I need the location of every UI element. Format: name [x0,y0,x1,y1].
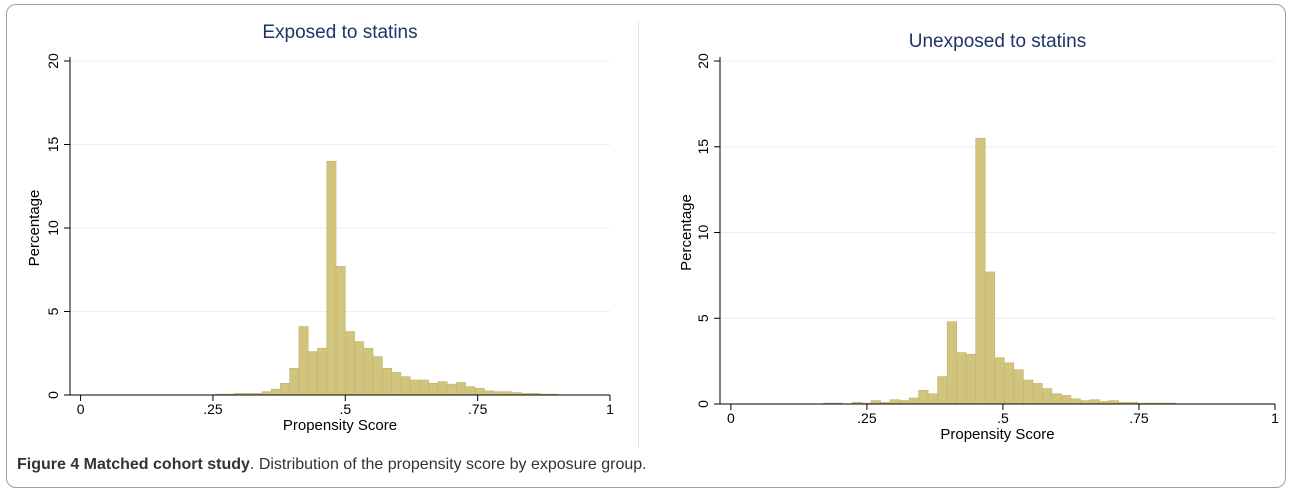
chart1-y-tick-label: 5 [695,314,711,322]
panel-exposed: 0 5 10 15 20 0 .25 .5 .75 1 Exposed to statins Prop… [10,14,630,454]
chart1-bar [994,357,1005,405]
chart1-bar [937,376,948,405]
chart1-x-tick-label: 0 [727,410,735,426]
chart0-bar [289,367,300,396]
chart1-bar [1032,383,1043,405]
chart1-bar [1042,388,1053,405]
chart0-bar [428,383,439,396]
chart0-bar [456,382,467,396]
chart0-x-tick-label: 0 [77,401,85,417]
chart0-bar [446,383,457,396]
chart1-bar [1070,398,1081,405]
chart1-bar [1013,369,1024,405]
chart0-bar [493,391,504,396]
chart1-y-axis-label: Percentage [678,194,695,271]
chart0-x-tick-label: .75 [468,401,488,417]
chart-exposed: 0 5 10 15 20 0 .25 .5 .75 1 Exposed to statins Prop… [26,22,614,434]
chart1-bar [1089,399,1100,405]
chart0-x-axis-label: Propensity Score [283,417,397,434]
chart1-bar [918,389,929,405]
chart0-bar [280,383,291,396]
chart1-x-tick-label: 1 [1271,410,1279,426]
chart0-y-tick-label: 5 [45,307,61,315]
chart1-title: Unexposed to statins [909,31,1086,52]
chart0-bar [382,367,392,396]
chart1-bar [1004,362,1015,405]
chart0-bar [317,347,328,396]
chart0-title: Exposed to statins [262,22,417,43]
chart1-y-tick-label: 20 [695,53,711,69]
caption-label: Figure 4 Matched cohort study [17,456,250,473]
chart0-bar [363,347,374,396]
chart1-bar [975,137,986,405]
chart0-bar [502,391,513,396]
chart0-bar [474,388,485,396]
chart0-bar [344,331,355,396]
chart1-bar [899,400,910,405]
chart0-bar [335,266,346,396]
panel-divider [638,22,639,448]
chart1-bar [965,353,977,405]
chart1-y-tick-label: 0 [695,400,711,408]
chart0-x-tick-label: 1 [606,401,614,417]
chart0-bar [465,386,476,396]
figure-frame [6,4,1286,488]
chart0-x-tick-label: .5 [339,401,351,417]
chart0-y-tick-label: 0 [45,391,61,399]
chart0-bar [437,381,448,396]
chart0-bar [372,356,383,396]
chart0-bar [270,388,281,396]
chart0-x-tick-label: .25 [203,401,223,417]
chart0-y-tick-label: 20 [45,53,61,69]
chart-unexposed: 0 5 10 15 20 0 .25 .5 .75 1 Unexposed to statins Pr… [678,31,1279,443]
chart1-bar [1080,400,1091,405]
chart1-bar [889,399,900,405]
figure-caption: Figure 4 Matched cohort study. Distribut… [17,456,647,474]
chart0-y-tick-label: 10 [45,220,61,236]
chart0-bar [261,391,272,396]
chart1-bar [984,271,996,405]
chart0-bar [391,372,402,396]
chart1-y-tick-label: 15 [695,139,711,155]
chart1-bar [927,393,938,405]
chart0-bar [483,390,494,396]
chart0-bar [400,376,411,396]
chart1-x-tick-label: .75 [1129,410,1149,426]
chart1-bar [956,352,967,405]
chart1-x-tick-label: .25 [857,410,877,426]
chart1-bar [1023,379,1034,405]
caption-text: . Distribution of the propensity score b… [249,456,647,473]
panel-unexposed: 0 5 10 15 20 0 .25 .5 .75 1 Unexposed to statins Pr… [663,14,1283,454]
chart1-bar [946,321,957,405]
chart1-bar [908,397,919,405]
chart0-bar [419,379,429,396]
chart1-y-tick-label: 10 [695,225,711,241]
chart1-bar [1061,395,1072,405]
chart1-x-axis-label: Propensity Score [940,426,1054,443]
chart1-bar [1051,393,1062,405]
chart1-x-tick-label: .5 [997,410,1009,426]
chart0-bar [298,326,309,396]
chart0-bar [307,351,318,396]
chart0-y-tick-label: 15 [45,137,61,153]
chart0-bar [409,379,420,396]
chart1-bar [1108,400,1119,405]
chart0-bar [326,160,337,396]
chart0-y-axis-label: Percentage [26,190,43,267]
chart1-bar [870,400,881,405]
chart0-bar [354,341,365,396]
